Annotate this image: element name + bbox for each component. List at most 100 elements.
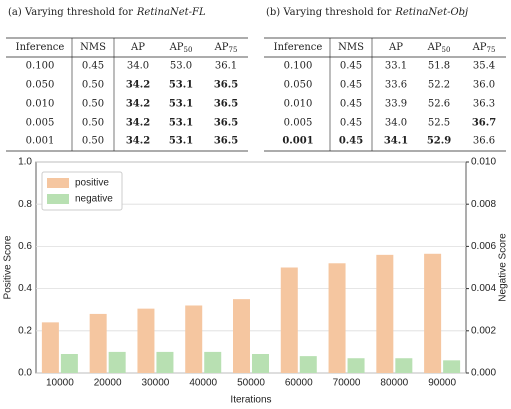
table-cell: 0.100 <box>26 61 55 72</box>
table-cell: 34.2 <box>126 99 150 110</box>
x-tick-label: 70000 <box>333 378 361 389</box>
legend-swatch <box>47 178 69 188</box>
table-cell: 0.005 <box>284 118 313 129</box>
y-tick-label: 1.0 <box>18 157 32 168</box>
bar <box>204 351 222 373</box>
table-cell: 0.45 <box>339 136 363 147</box>
bar <box>280 267 298 373</box>
table-cell: 53.1 <box>169 136 193 147</box>
caption-method: RetinaNet-Obj <box>394 7 468 18</box>
caption-method: RetinaNet-FL <box>136 7 206 18</box>
table-cell: 34.0 <box>385 118 407 129</box>
column-header: Inference <box>274 42 323 53</box>
table-cell: 36.1 <box>215 61 237 72</box>
x-tick-label: 30000 <box>142 378 170 389</box>
table-cell: 0.45 <box>340 118 362 129</box>
table-cell: 36.0 <box>473 80 495 91</box>
table-cell: 0.050 <box>284 80 313 91</box>
table-cell: 0.50 <box>82 99 104 110</box>
table-cell: 0.050 <box>26 80 55 91</box>
table-cell: 0.45 <box>340 80 362 91</box>
table-cell: 51.8 <box>428 61 450 72</box>
x-axis-label: Iterations <box>230 395 271 406</box>
caption-text: (b) Varying threshold for <box>266 7 392 18</box>
bar <box>60 354 78 373</box>
y2-tick-label: 0.002 <box>471 325 496 336</box>
table-cell: 0.50 <box>82 136 104 147</box>
x-tick-label: 20000 <box>94 378 122 389</box>
x-tick-label: 50000 <box>237 378 265 389</box>
tables: (a) Varying threshold for RetinaNet-FL Inf… <box>6 7 506 152</box>
table-cell: 36.5 <box>214 80 238 91</box>
y-tick-label: 0.4 <box>18 283 32 294</box>
header-text: AP <box>130 42 145 53</box>
y-tick-label: 0.0 <box>18 368 32 379</box>
table-cell: 0.001 <box>26 136 55 147</box>
table-cell: 0.100 <box>284 61 313 72</box>
table-caption: (a) Varying threshold for RetinaNet-FL <box>8 7 206 18</box>
legend-label: negative <box>75 194 113 205</box>
table-cell: 33.6 <box>385 80 407 91</box>
column-header: AP <box>130 42 145 53</box>
header-text: AP <box>388 42 403 53</box>
table-cell: 34.2 <box>126 136 150 147</box>
column-header: AP <box>388 42 403 53</box>
x-tick-label: 40000 <box>189 378 217 389</box>
header-sub: 50 <box>442 46 451 54</box>
table-cell: 0.45 <box>340 61 362 72</box>
table-cell: 53.0 <box>170 61 192 72</box>
bar <box>347 358 365 373</box>
header-text: AP <box>214 42 229 53</box>
bar <box>89 313 107 373</box>
y2-tick-label: 0.004 <box>471 283 496 294</box>
y-tick-label: 0.8 <box>18 199 32 210</box>
table-cell: 36.7 <box>472 118 496 129</box>
table-cell: 36.5 <box>214 136 238 147</box>
bar <box>137 308 155 373</box>
legend-label: positive <box>75 178 109 189</box>
table-caption: (b) Varying threshold for RetinaNet-Obj <box>266 7 468 18</box>
table-cell: 52.2 <box>428 80 450 91</box>
bar <box>108 351 126 373</box>
table-cell: 0.010 <box>26 99 55 110</box>
bar <box>395 358 413 373</box>
column-header: AP75 <box>472 42 496 55</box>
y2-axis-label: Negative Score <box>498 233 509 302</box>
y-tick-label: 0.2 <box>18 325 32 336</box>
table-cell: 52.5 <box>428 118 450 129</box>
header-text: NMS <box>338 42 364 53</box>
bar <box>185 305 203 373</box>
bar <box>233 299 250 373</box>
bar <box>156 351 174 373</box>
caption-text: (a) Varying threshold for <box>8 7 133 18</box>
table-cell: 0.001 <box>282 136 313 147</box>
bar <box>328 263 346 373</box>
y2-tick-label: 0.010 <box>471 157 496 168</box>
table-cell: 36.5 <box>214 118 238 129</box>
header-sub: 50 <box>184 46 193 54</box>
bar <box>252 354 269 373</box>
table-cell: 33.1 <box>385 61 407 72</box>
bar <box>299 356 317 373</box>
chart: 0.0 0.2 0.4 0.6 0.8 1.0 0.000 0.002 0.004 0.006 0.… <box>3 157 509 406</box>
table-cell: 0.010 <box>284 99 313 110</box>
column-header: AP50 <box>169 42 193 55</box>
bar <box>443 360 461 373</box>
table-cell: 33.9 <box>385 99 407 110</box>
y2-tick-label: 0.000 <box>471 368 496 379</box>
bar <box>41 322 59 373</box>
column-header: AP50 <box>427 42 451 55</box>
header-text: AP <box>427 42 442 53</box>
column-header: NMS <box>338 42 364 53</box>
header-text: AP <box>169 42 184 53</box>
header-text: Inference <box>16 42 65 53</box>
x-tick-label: 90000 <box>428 378 456 389</box>
table-cell: 34.1 <box>384 136 408 147</box>
column-header: NMS <box>80 42 106 53</box>
bar <box>424 253 442 373</box>
table-cell: 53.1 <box>169 99 193 110</box>
y-axis-label: Positive Score <box>3 235 14 299</box>
table-cell: 34.0 <box>127 61 149 72</box>
legend-swatch <box>47 194 69 204</box>
